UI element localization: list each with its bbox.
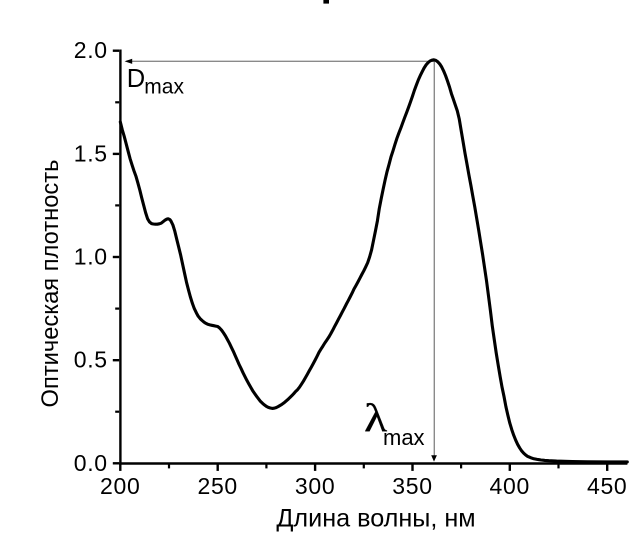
svg-text:450: 450: [587, 473, 627, 499]
svg-text:max: max: [383, 425, 425, 450]
svg-text:D: D: [127, 65, 145, 93]
svg-text:1.0: 1.0: [74, 244, 108, 270]
svg-text:250: 250: [197, 473, 237, 499]
svg-text:200: 200: [100, 473, 140, 499]
svg-text:300: 300: [295, 473, 335, 499]
svg-text:1.5: 1.5: [74, 140, 108, 166]
svg-text:350: 350: [392, 473, 432, 499]
svg-text:400: 400: [490, 473, 530, 499]
svg-text:λ: λ: [364, 396, 388, 441]
svg-text:Длина волны, нм: Длина волны, нм: [276, 505, 475, 533]
svg-text:Оптическая плотность: Оптическая плотность: [38, 160, 64, 408]
svg-text:0.5: 0.5: [74, 347, 108, 373]
svg-text:0.0: 0.0: [74, 450, 108, 476]
svg-text:max: max: [144, 76, 184, 99]
svg-text:2.0: 2.0: [74, 37, 108, 63]
